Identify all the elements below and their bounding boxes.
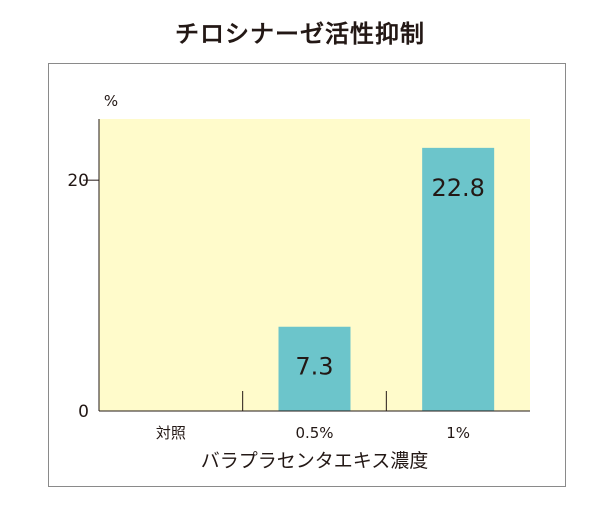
x-axis-title: バラプラセンタエキス濃度 — [201, 450, 428, 472]
data-labels-layer: 7.3 22.8 — [295, 174, 484, 381]
y-axis-unit-label: % — [104, 92, 118, 110]
axes-layer: 対照 0.5% 1% 0 20 — [67, 119, 530, 442]
x-tick-label-1: 0.5% — [295, 424, 333, 442]
bar-value-label-1: 7.3 — [295, 353, 333, 381]
x-tick-label-2: 1% — [446, 424, 470, 442]
y-tick-label-1: 20 — [67, 171, 89, 191]
bar-1 — [278, 326, 351, 411]
bars-layer — [278, 147, 495, 411]
bar-2 — [422, 147, 495, 411]
y-tick-label-0: 0 — [78, 402, 89, 422]
x-tick-label-0: 対照 — [156, 424, 186, 442]
bar-value-label-2: 22.8 — [431, 174, 484, 202]
chart-title: チロシナーゼ活性抑制 — [175, 20, 425, 48]
